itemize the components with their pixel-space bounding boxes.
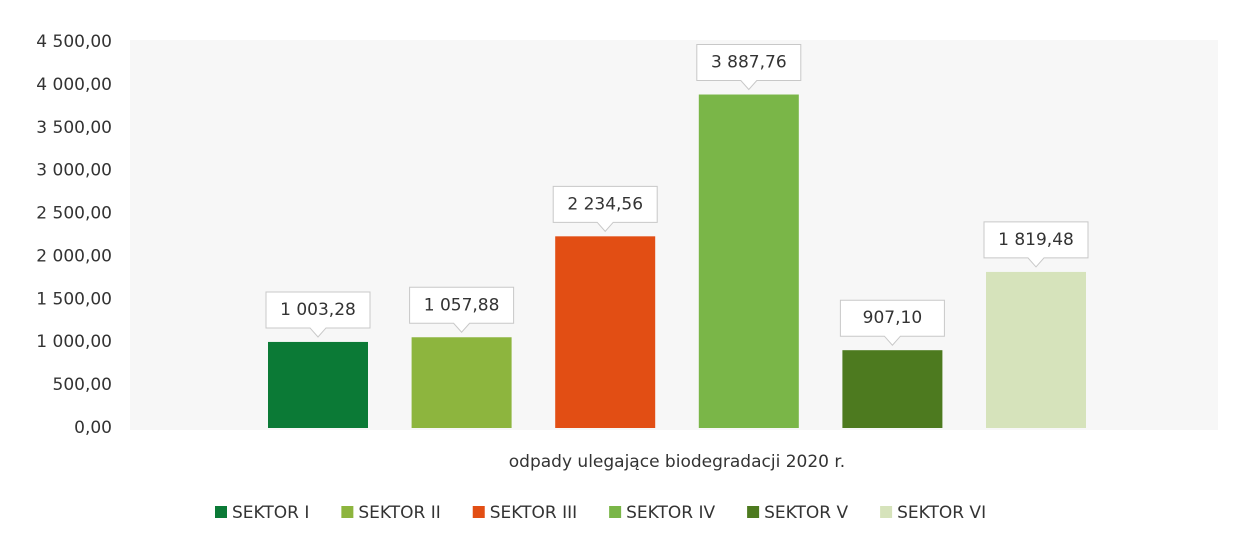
- label-callout: [983, 221, 1089, 268]
- bar: [698, 94, 799, 428]
- legend-swatch: [880, 506, 893, 518]
- y-tick-label: 500,00: [53, 375, 112, 395]
- legend-swatch: [747, 506, 760, 518]
- y-tick-label: 4 500,00: [36, 32, 112, 52]
- bar: [555, 236, 656, 428]
- label-callout: [265, 291, 371, 338]
- bar: [411, 337, 512, 428]
- y-tick-label: 3 500,00: [36, 118, 112, 138]
- label-callout: [839, 299, 945, 346]
- y-tick-label: 4 000,00: [36, 75, 112, 95]
- y-tick-label: 3 000,00: [36, 161, 112, 181]
- y-tick-label: 0,00: [74, 418, 112, 438]
- y-tick-label: 1 000,00: [36, 332, 112, 352]
- bar: [842, 350, 943, 428]
- y-tick-label: 2 000,00: [36, 246, 112, 266]
- legend-swatch: [472, 506, 485, 518]
- data-label: 907,10: [863, 308, 922, 328]
- legend-label: SEKTOR I: [232, 503, 309, 523]
- legend-swatch: [215, 506, 227, 518]
- legend-label: SEKTOR IV: [626, 503, 715, 523]
- legend-swatch: [341, 506, 354, 518]
- data-label: 1 003,28: [280, 300, 356, 320]
- bar: [986, 271, 1086, 428]
- data-label: 1 057,88: [424, 295, 500, 315]
- legend-swatch: [609, 506, 622, 518]
- bar: [268, 341, 368, 428]
- label-callout: [696, 44, 802, 91]
- y-tick-label: 2 500,00: [36, 204, 112, 224]
- data-label: 2 234,56: [567, 194, 643, 214]
- y-tick-label: 1 500,00: [36, 289, 112, 309]
- data-label: 1 819,48: [998, 230, 1074, 250]
- legend-label: SEKTOR V: [764, 503, 848, 523]
- data-label: 3 887,76: [711, 53, 787, 73]
- x-tick-label: odpady ulegające biodegradacji 2020 r.: [509, 452, 845, 472]
- label-callout: [409, 286, 515, 334]
- legend-label: SEKTOR III: [490, 503, 577, 523]
- label-callout: [552, 185, 658, 233]
- legend-label: SEKTOR II: [358, 503, 440, 523]
- legend-label: SEKTOR VI: [897, 503, 986, 523]
